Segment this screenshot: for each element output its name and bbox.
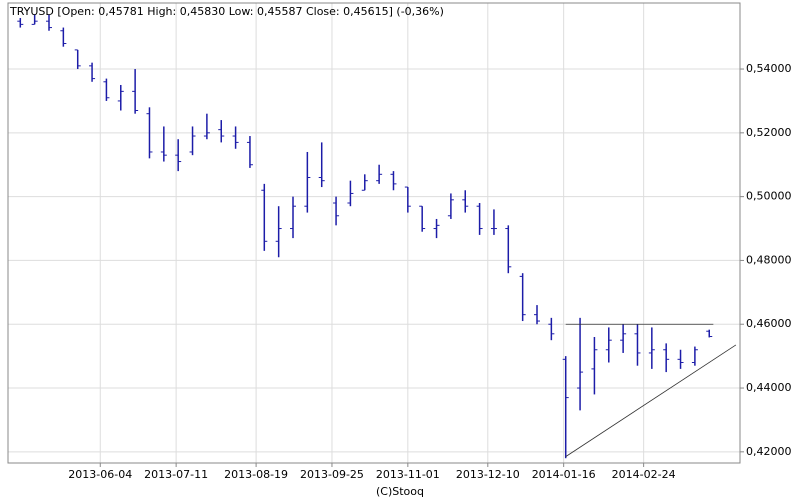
x-tick-label: 2013-07-11 [144, 468, 208, 481]
x-tick-label: 2013-08-19 [224, 468, 288, 481]
footer: (C)Stooq [376, 485, 424, 498]
x-tick-label: 2013-09-25 [300, 468, 364, 481]
plot-frame [7, 2, 741, 464]
y-tick-label: 0,44000 [746, 381, 792, 394]
grid [8, 3, 740, 463]
y-tick-label: 0,54000 [746, 62, 792, 75]
y-tick-label: 0,50000 [746, 190, 792, 203]
x-tick-label: 2014-02-24 [612, 468, 676, 481]
y-tick-label: 0,52000 [746, 126, 792, 139]
x-tick-label: 2013-06-04 [68, 468, 132, 481]
y-tick-label: 0,42000 [746, 445, 792, 458]
chart-title: TRYUSD [Open: 0,45781 High: 0,45830 Low:… [9, 5, 444, 18]
drawn-line [565, 344, 737, 457]
y-tick-label: 0,48000 [746, 253, 792, 266]
x-tick-label: 2013-11-01 [376, 468, 440, 481]
y-tick-label: 0,46000 [746, 317, 792, 330]
x-tick-label: 2014-01-16 [532, 468, 596, 481]
x-tick-label: 2013-12-10 [456, 468, 520, 481]
